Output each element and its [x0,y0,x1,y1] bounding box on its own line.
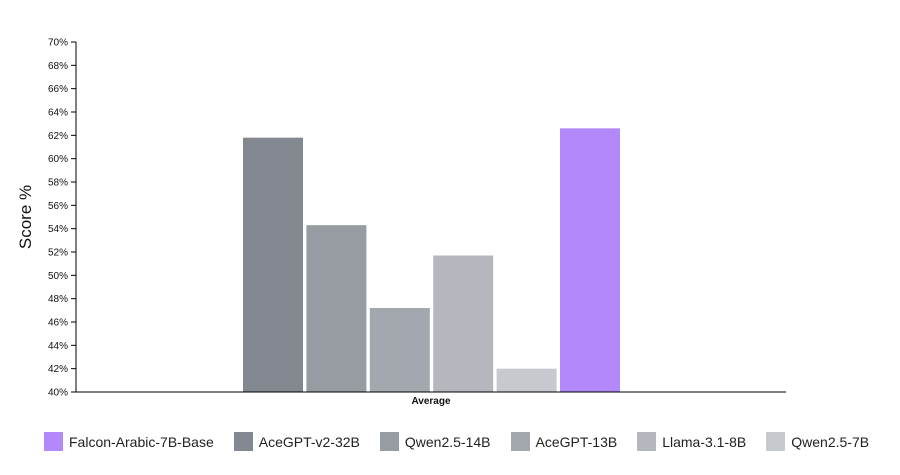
y-tick-label: 50% [48,271,68,282]
legend-item: Qwen2.5-7B [766,432,869,451]
y-tick-label: 54% [48,224,68,235]
bar-falcon-arabic-7b-base [560,128,620,393]
y-tick-label: 70% [48,38,68,49]
x-tick-label: Average [411,396,451,407]
legend-label: AceGPT-13B [535,433,618,450]
bar-qwen2-5-7b [496,368,557,392]
legend-item: Llama-3.1-8B [637,432,746,451]
y-tick-label: 58% [48,178,68,189]
bar-llama-3-1-8b [433,255,494,392]
bar-acegpt-13b [369,308,430,392]
y-tick-label: 56% [48,201,68,212]
y-axis-label: Score % [16,185,35,249]
legend-swatch [637,432,657,451]
legend-swatch [510,432,530,451]
legend-swatch [766,432,786,451]
y-tick-label: 40% [48,388,68,399]
y-tick-label: 46% [48,318,68,329]
legend-label: Llama-3.1-8B [662,433,747,450]
y-tick-label: 52% [48,248,68,259]
y-tick-label: 62% [48,131,68,142]
y-tick-label: 44% [48,341,68,352]
bar-qwen2-5-14b [306,225,367,392]
legend-item: AceGPT-13B [510,432,618,451]
y-tick-label: 42% [48,364,68,375]
legend-label: Qwen2.5-14B [404,433,491,450]
y-axis-ticks: 40% 42% 44% 46% 48% 50% 52% 54% 56% 58% 60% 62% 64% 6… [48,38,76,399]
legend-swatch [44,432,63,451]
legend-item: Qwen2.5-14B [379,432,491,451]
legend-swatch [233,432,253,451]
legend: Falcon-Arabic-7B-Base AceGPT-v2-32B Qwen2.… [44,432,889,451]
y-tick-label: 48% [48,294,68,305]
bar-acegpt-v2-32b [243,137,303,392]
legend-label: Falcon-Arabic-7B-Base [69,433,214,450]
bar-chart: 40% 42% 44% 46% 48% 50% 52% 54% 56% 58% 60% 62% 64% 6… [16,38,786,407]
y-tick-label: 68% [48,61,68,72]
legend-item: Falcon-Arabic-7B-Base [44,432,214,451]
legend-label: AceGPT-v2-32B [258,433,360,450]
legend-label: Qwen2.5-7B [791,433,870,450]
y-tick-label: 60% [48,154,68,165]
legend-item: AceGPT-v2-32B [233,432,360,451]
y-tick-label: 66% [48,84,68,95]
legend-swatch [379,432,399,451]
bars [243,128,620,393]
y-tick-label: 64% [48,108,68,119]
